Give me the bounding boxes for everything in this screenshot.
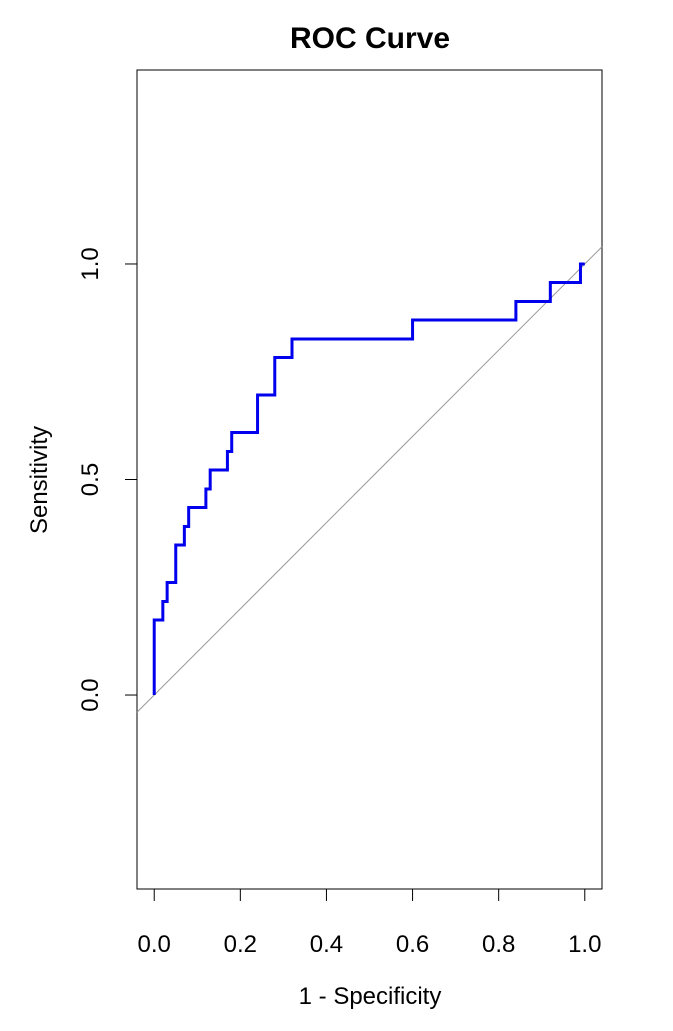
- roc-curve-line: [152, 262, 585, 696]
- x-tick-label: 0.0: [138, 931, 171, 958]
- x-tick-label: 0.8: [482, 931, 515, 958]
- x-tick-label: 0.4: [310, 931, 343, 958]
- y-axis-label: Sensitivity: [26, 426, 53, 534]
- x-tick-label: 0.6: [396, 931, 429, 958]
- y-tick-label: 0.0: [77, 678, 104, 711]
- y-tick-label: 1.0: [77, 247, 104, 280]
- reference-diagonal-line: [136, 246, 603, 713]
- chart-title: ROC Curve: [290, 22, 450, 55]
- x-tick-label: 1.0: [568, 931, 601, 958]
- x-axis-label: 1 - Specificity: [299, 983, 442, 1010]
- x-tick-label: 0.2: [224, 931, 257, 958]
- y-tick-label: 0.5: [77, 463, 104, 496]
